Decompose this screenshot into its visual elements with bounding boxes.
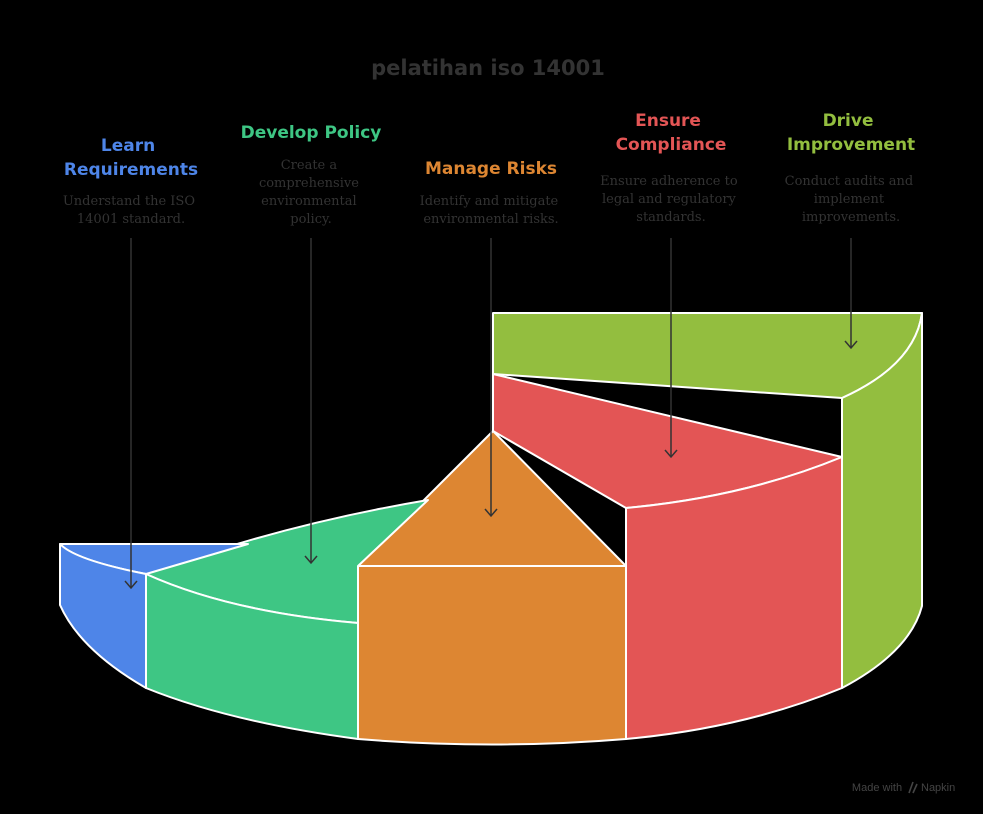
segment-compliance	[492, 373, 843, 740]
step-compliance: Ensure Compliance Ensure adherence to le…	[600, 111, 742, 225]
arrowhead-icon	[484, 508, 498, 518]
step-learn-description: Understand the ISO 14001 standard.	[63, 194, 199, 227]
step-labels: Learn Requirements Understand the ISO 14…	[63, 111, 918, 227]
step-risks: Manage Risks Identify and mitigate envir…	[420, 159, 563, 227]
credit-prefix: Made with	[852, 782, 902, 794]
diagram-title: pelatihan iso 14001	[371, 56, 605, 80]
arrowhead-icon	[304, 555, 318, 565]
step-compliance-description: Ensure adherence to legal and regulatory…	[600, 174, 742, 225]
step-risks-heading: Manage Risks	[425, 159, 557, 179]
step-improvement-description: Conduct audits and implement improvement…	[785, 174, 918, 225]
segment-compliance-side	[625, 456, 843, 740]
segment-risks-side	[357, 565, 627, 746]
arrowhead-icon	[844, 340, 858, 350]
pointers	[124, 238, 858, 590]
arrowhead-icon	[124, 580, 138, 590]
segment-learn-side	[59, 543, 147, 689]
step-policy-heading: Develop Policy	[241, 123, 382, 143]
step-improvement-heading: Drive Improvement	[787, 111, 915, 155]
segment-policy-side	[145, 573, 359, 740]
napkin-logo-icon	[908, 781, 918, 794]
segments	[59, 312, 923, 746]
step-compliance-heading: Ensure Compliance	[616, 111, 727, 155]
segment-learn	[59, 543, 249, 689]
step-risks-description: Identify and mitigate environmental risk…	[420, 194, 563, 227]
segment-improvement-side	[841, 312, 923, 689]
segment-risks	[357, 430, 627, 746]
segment-improvement-top	[492, 312, 923, 399]
step-learn: Learn Requirements Understand the ISO 14…	[63, 136, 199, 227]
arrowhead-icon	[664, 449, 678, 459]
made-with-napkin[interactable]: Made with Napkin	[852, 781, 955, 794]
credit-brand: Napkin	[921, 782, 955, 794]
step-learn-heading: Learn Requirements	[64, 136, 198, 180]
step-improvement: Drive Improvement Conduct audits and imp…	[785, 111, 918, 225]
step-policy-description: Create a comprehensive environmental pol…	[259, 158, 363, 227]
segment-policy	[145, 499, 429, 740]
step-policy: Develop Policy Create a comprehensive en…	[241, 123, 382, 227]
segment-improvement	[492, 312, 923, 689]
